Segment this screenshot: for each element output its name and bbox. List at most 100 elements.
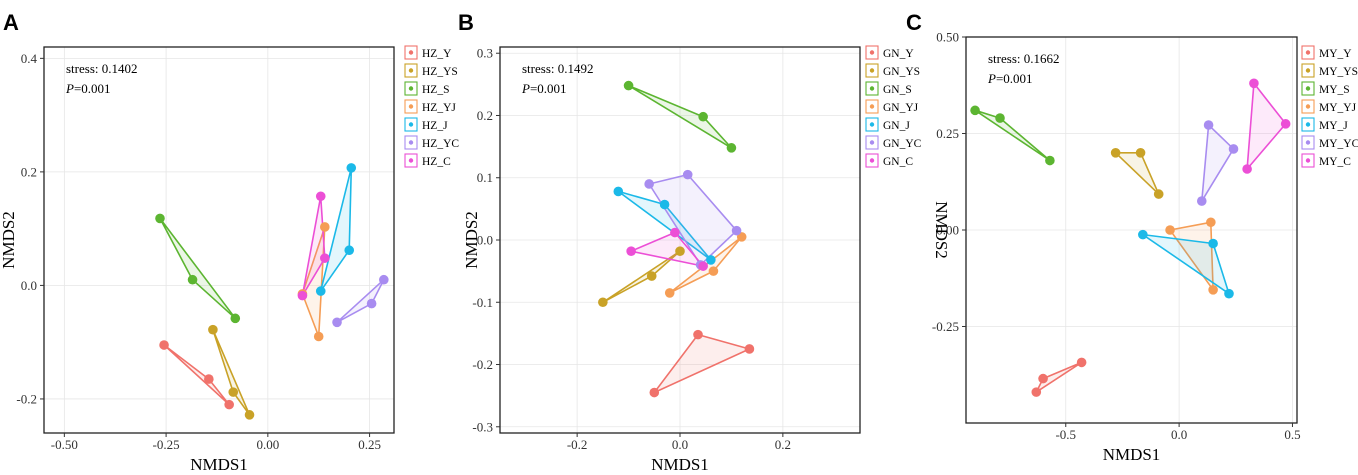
point-hz-ys bbox=[244, 410, 255, 420]
panel-letter: A bbox=[3, 10, 19, 35]
point-hz-yc bbox=[332, 317, 342, 328]
x-axis-title: NMDS1 bbox=[1103, 445, 1161, 464]
point-hz-j bbox=[344, 245, 355, 256]
legend-dot bbox=[869, 68, 875, 73]
x-tick-label: 0.2 bbox=[775, 437, 791, 452]
point-hz-s bbox=[187, 274, 198, 285]
point-hz-ys bbox=[208, 324, 218, 335]
point-hz-ys bbox=[228, 387, 239, 397]
point-gn-j bbox=[613, 186, 624, 197]
legend-label: MY_YC bbox=[1319, 138, 1358, 150]
legend-dot bbox=[408, 104, 414, 109]
point-hz-y bbox=[159, 340, 169, 350]
hull-gn-j bbox=[617, 190, 712, 261]
point-hz-s bbox=[230, 313, 241, 324]
hull-hz-s bbox=[159, 217, 237, 320]
y-tick-label: -0.25 bbox=[932, 319, 959, 334]
point-my-s bbox=[970, 105, 980, 116]
point-gn-yc bbox=[644, 179, 654, 189]
point-gn-c bbox=[698, 261, 708, 271]
point-my-ys bbox=[1135, 148, 1146, 158]
x-tick-label: 0.5 bbox=[1284, 427, 1300, 442]
legend-label: MY_Y bbox=[1319, 48, 1352, 60]
hull-hz-yj bbox=[301, 226, 326, 338]
x-tick-label: -0.25 bbox=[153, 437, 180, 452]
y-tick-label: 0.25 bbox=[936, 126, 959, 141]
legend-dot bbox=[1305, 68, 1311, 73]
hull-gn-c bbox=[630, 231, 704, 267]
y-tick-label: 0.1 bbox=[477, 170, 493, 185]
point-hz-c bbox=[315, 191, 326, 202]
legend-dot bbox=[408, 68, 414, 73]
point-my-yj bbox=[1208, 285, 1218, 295]
hull-my-s bbox=[974, 109, 1051, 162]
y-tick-label: 0.00 bbox=[936, 223, 959, 238]
legend-dot bbox=[408, 86, 414, 91]
point-hz-y bbox=[204, 374, 214, 384]
point-gn-j bbox=[659, 199, 670, 210]
y-tick-label: -0.3 bbox=[472, 419, 493, 434]
legend-label: MY_YS bbox=[1319, 66, 1358, 78]
x-tick-label: 0.25 bbox=[358, 437, 381, 452]
point-my-c bbox=[1249, 78, 1259, 89]
panel-letter: B bbox=[458, 10, 474, 35]
legend-label: GN_S bbox=[883, 84, 912, 96]
point-gn-ys bbox=[598, 297, 608, 308]
legend-dot bbox=[869, 104, 875, 109]
y-tick-label: 0.2 bbox=[477, 108, 493, 123]
legend-dot bbox=[1305, 86, 1311, 91]
point-gn-yc bbox=[682, 169, 693, 180]
point-my-yj bbox=[1206, 217, 1216, 228]
point-hz-yj bbox=[320, 222, 330, 232]
hull-hz-y bbox=[163, 344, 230, 406]
legend-label: GN_YC bbox=[883, 138, 922, 150]
point-hz-s bbox=[155, 213, 165, 224]
legend-label: HZ_YJ bbox=[422, 102, 456, 114]
legend-label: MY_J bbox=[1319, 120, 1348, 132]
point-gn-c bbox=[626, 246, 636, 257]
x-tick-label: -0.5 bbox=[1055, 427, 1076, 442]
point-my-c bbox=[1280, 119, 1291, 129]
stress-label: stress: 0.1402 bbox=[66, 61, 138, 76]
legend-dot bbox=[869, 50, 875, 55]
point-my-s bbox=[995, 113, 1005, 123]
point-hz-y bbox=[224, 399, 234, 410]
point-gn-y bbox=[649, 387, 660, 398]
legend-label: GN_J bbox=[883, 120, 910, 132]
point-my-yc bbox=[1228, 144, 1239, 154]
legend-label: GN_C bbox=[883, 156, 913, 168]
hull-hz-yc bbox=[336, 278, 385, 324]
p-value-label: P=0.001 bbox=[987, 71, 1033, 86]
point-my-y bbox=[1038, 373, 1048, 384]
point-gn-ys bbox=[646, 271, 657, 281]
legend-dot bbox=[1305, 122, 1311, 127]
point-gn-y bbox=[744, 344, 755, 354]
point-gn-yj bbox=[708, 266, 719, 276]
y-axis-title: NMDS2 bbox=[0, 211, 18, 269]
y-tick-label: 0.4 bbox=[21, 51, 38, 66]
p-value-label: P=0.001 bbox=[65, 81, 111, 96]
panel-letter: C bbox=[906, 10, 922, 35]
point-gn-yj bbox=[664, 288, 675, 298]
hull-gn-ys bbox=[602, 250, 681, 304]
legend-label: MY_C bbox=[1319, 156, 1351, 168]
p-value-label: P=0.001 bbox=[521, 81, 567, 96]
point-my-c bbox=[1242, 164, 1252, 174]
y-tick-label: -0.2 bbox=[16, 391, 37, 406]
point-my-s bbox=[1045, 155, 1055, 166]
y-tick-label: 0.50 bbox=[936, 30, 959, 45]
point-gn-s bbox=[623, 80, 634, 91]
plot-frame bbox=[43, 46, 395, 434]
hull-my-ys bbox=[1114, 152, 1160, 195]
point-my-yc bbox=[1196, 196, 1207, 206]
legend-label: HZ_Y bbox=[422, 48, 452, 60]
legend-label: HZ_YC bbox=[422, 138, 459, 150]
y-tick-label: -0.2 bbox=[472, 357, 493, 372]
point-hz-yc bbox=[379, 274, 389, 285]
x-tick-label: 0.0 bbox=[1171, 427, 1187, 442]
y-axis-title: NMDS2 bbox=[932, 201, 951, 259]
y-tick-label: 0.2 bbox=[21, 164, 37, 179]
legend-dot bbox=[869, 140, 875, 145]
point-hz-c bbox=[297, 290, 308, 301]
point-my-j bbox=[1224, 288, 1234, 299]
